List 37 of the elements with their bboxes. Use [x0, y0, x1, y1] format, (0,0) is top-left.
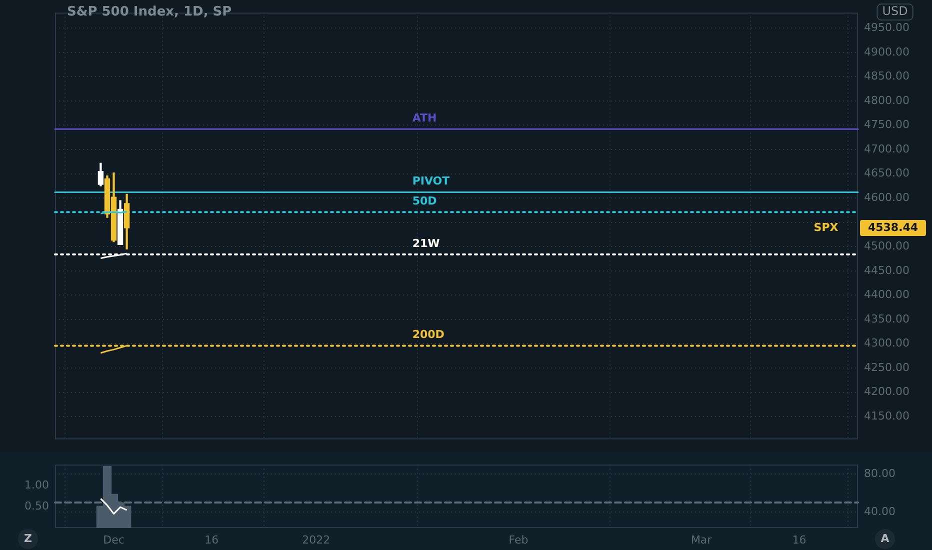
- ref-line-label: 200D: [412, 328, 444, 342]
- x-tick-label: Dec: [103, 533, 124, 546]
- y-tick-label: 4150.00: [864, 409, 910, 422]
- y-tick-label: 0.50: [24, 500, 49, 513]
- y-tick-label: 4450.00: [864, 264, 910, 277]
- text: A: [880, 532, 890, 545]
- y-tick-label: 4600.00: [864, 190, 910, 204]
- y-tick-label: 4500.00: [864, 239, 910, 252]
- y-tick-label: 4300.00: [864, 336, 910, 350]
- x-tick-label: 2022: [302, 533, 330, 546]
- y-tick-label: 4400.00: [864, 288, 910, 302]
- x-tick-label: 16: [204, 533, 219, 546]
- y2-tick-label: 40.00: [864, 504, 896, 518]
- y-tick-label: 4650.00: [864, 166, 910, 180]
- ref-line-label: 50D: [412, 194, 437, 208]
- y-tick-label: 4900.00: [864, 45, 910, 58]
- y-tick-label: 4800.00: [864, 94, 910, 107]
- x-tick-label: Mar: [690, 533, 712, 546]
- x-tick-label: 16: [792, 533, 806, 546]
- y-tick-label: 4200.00: [864, 385, 910, 398]
- text: USD: [882, 4, 908, 18]
- x-tick-label: Feb: [508, 533, 528, 546]
- y-tick-label: 4950.00: [864, 20, 910, 34]
- y-tick-label: 4250.00: [864, 360, 910, 374]
- chart-title: S&P 500 Index, 1D, SP: [67, 4, 232, 20]
- text: Z: [24, 532, 32, 545]
- annotation: SPX: [814, 220, 839, 234]
- y-tick-label: 4850.00: [864, 70, 910, 83]
- ref-line-label: ATH: [412, 111, 437, 124]
- y-tick-label: 4700.00: [864, 142, 910, 156]
- y-tick-label: 1.00: [24, 478, 49, 492]
- text: 4538.44: [868, 220, 918, 234]
- y-tick-label: 4750.00: [864, 118, 910, 132]
- y-tick-label: 4350.00: [864, 312, 910, 326]
- y2-tick-label: 80.00: [864, 466, 896, 480]
- ref-line-label: 21W: [412, 236, 440, 250]
- ref-line-label: PIVOT: [412, 174, 450, 188]
